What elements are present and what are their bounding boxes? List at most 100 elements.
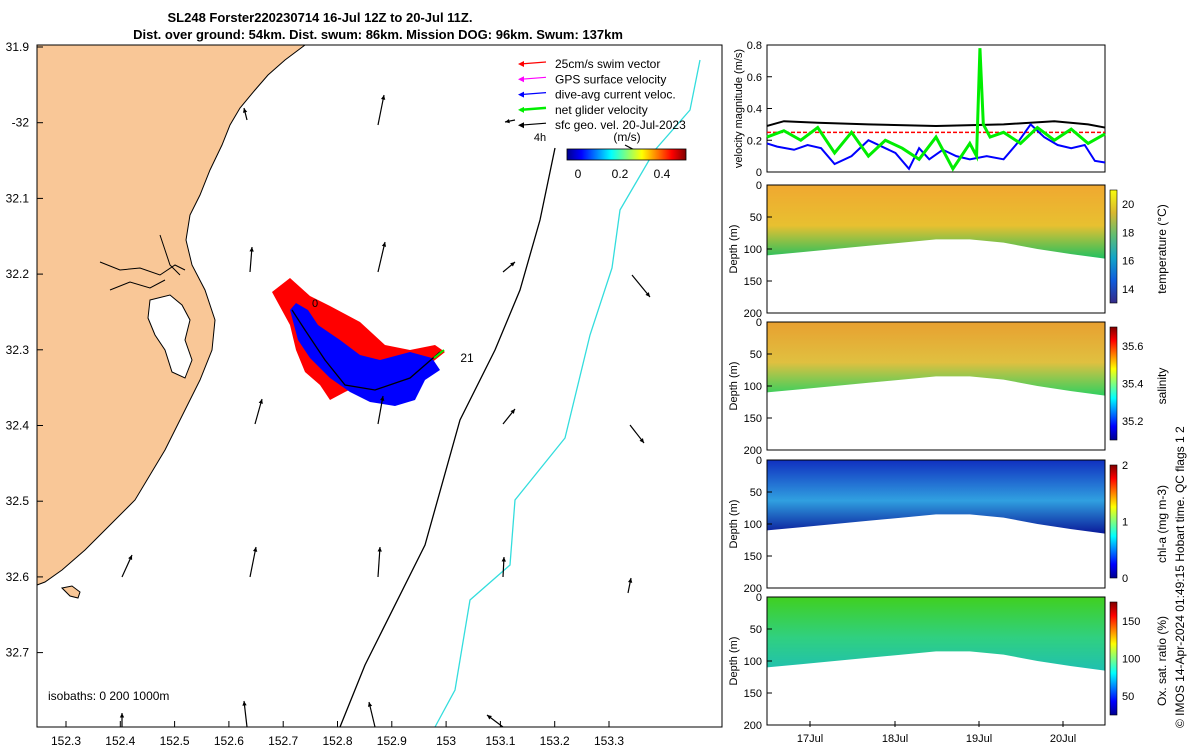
heatmap-colorbar <box>1109 189 1118 304</box>
legend-label: dive-avg current veloc. <box>555 88 676 102</box>
heatmap-panel: 0 50 100 150 200 Depth (m) 50 100 150 Ox. sat. ra… <box>728 592 1169 732</box>
lon-tick-label: 152.8 <box>322 734 352 748</box>
depth-ylabel: Depth (m) <box>728 362 740 411</box>
velocity-series-line <box>766 120 1106 129</box>
heatmap-panel: 0 50 100 150 200 Depth (m) 35.2 35.4 35.6 salinit… <box>728 317 1169 457</box>
depth-tick: 200 <box>744 308 762 320</box>
lon-tick-label: 152.3 <box>51 734 81 748</box>
lat-tick-label: 31.9 <box>6 40 30 54</box>
lat-tick-label: 32.5 <box>6 494 30 508</box>
time-tick-label: 17Jul <box>797 733 823 745</box>
colorbar-unit: (m/s) <box>613 130 640 144</box>
velocity-ytick: 0.6 <box>747 72 762 84</box>
depth-ylabel: Depth (m) <box>728 637 740 686</box>
map-axis-ticks: 152.3 152.4 152.5 152.6 152.7 152.8 152.9 153 15… <box>6 40 625 748</box>
heatmap-data <box>767 185 1105 259</box>
colorbar-label: Ox. sat. ratio (%) <box>1155 616 1169 706</box>
geo-arrow-head <box>627 578 633 583</box>
heatmap-data <box>767 460 1105 534</box>
end-marker: 21 <box>460 351 474 365</box>
lon-tick-label: 152.9 <box>377 734 407 748</box>
geo-arrow-head <box>510 262 515 267</box>
depth-tick: 50 <box>750 212 762 224</box>
colorbar-label: chl-a (mg m-3) <box>1155 485 1169 563</box>
colorbar-tick: 2 <box>1122 460 1128 472</box>
legend-swatch <box>519 61 547 65</box>
lon-tick-label: 152.5 <box>160 734 190 748</box>
geo-arrow-head <box>119 713 125 718</box>
depth-tick: 0 <box>756 317 762 329</box>
geo-arrow <box>377 546 381 578</box>
heatmap-colorbar <box>1109 326 1118 441</box>
legend-label: sfc geo. vel. 20-Jul-2023 <box>555 118 686 132</box>
velocity-series-line <box>766 48 1106 172</box>
colorbar-tick: 0 <box>1122 573 1128 585</box>
copyright-note: © IMOS 14-Apr-2024 01:49:15 Hobart time.… <box>1173 426 1187 728</box>
title-line1: SL248 Forster220230714 16-Jul 12Z to 20-… <box>168 10 473 25</box>
geo-arrow-head <box>242 108 248 113</box>
geo-arrow-head <box>639 438 644 443</box>
heatmap-panel: 0 50 100 150 200 Depth (m) 0 1 2 chl-a (mg m-3) <box>728 455 1169 595</box>
geo-arrow-head <box>128 555 133 560</box>
colorbar-tick-0: 0 <box>575 167 582 181</box>
colorbar-tick: 1 <box>1122 517 1128 529</box>
depth-ylabel: Depth (m) <box>728 225 740 274</box>
heatmap-data <box>767 597 1105 671</box>
glider-track <box>291 309 441 391</box>
geo-arrow <box>631 274 651 298</box>
depth-tick: 100 <box>744 381 762 393</box>
depth-tick: 150 <box>744 413 762 425</box>
time-axis: 17Jul 18Jul 19Jul 20Jul <box>797 721 1076 745</box>
isobaths-label: isobaths: 0 200 1000m <box>48 689 169 703</box>
geo-arrow-head <box>252 547 258 552</box>
lat-tick-label: 32.6 <box>6 570 30 584</box>
geo-arrow-head <box>367 702 373 707</box>
lat-tick-label: 32.2 <box>6 267 30 281</box>
lat-tick-label: 32.4 <box>6 419 30 433</box>
depth-tick: 150 <box>744 551 762 563</box>
colorbar-tick: 35.4 <box>1122 379 1143 391</box>
lake <box>147 294 193 379</box>
colorbar-label: salinity <box>1155 368 1169 405</box>
depth-tick: 50 <box>750 349 762 361</box>
colorbar-tick: 14 <box>1122 284 1134 296</box>
colorbar-tick: 20 <box>1122 199 1134 211</box>
lat-tick-label: 32.7 <box>6 646 30 660</box>
lon-tick-label: 153.2 <box>540 734 570 748</box>
depth-tick: 200 <box>744 720 762 732</box>
geo-arrow-head <box>380 396 385 401</box>
lon-tick-label: 152.6 <box>214 734 244 748</box>
heatmap-colorbar <box>1109 464 1118 579</box>
lon-tick-label: 153 <box>436 734 456 748</box>
colorbar-tick-1: 0.2 <box>612 167 629 181</box>
depth-tick: 150 <box>744 276 762 288</box>
velocity-ytick: 0.4 <box>747 104 762 116</box>
depth-tick: 0 <box>756 592 762 604</box>
colorbar-tick: 35.2 <box>1122 416 1143 428</box>
depth-tick: 100 <box>744 656 762 668</box>
depth-tick: 150 <box>744 688 762 700</box>
geo-arrow-head <box>487 715 492 720</box>
estuary <box>99 234 186 291</box>
colorbar-tick: 16 <box>1122 256 1134 268</box>
geo-arrow-head <box>242 701 247 706</box>
geo-arrow-head <box>645 292 650 297</box>
isobath-200m <box>339 147 556 728</box>
geo-arrow-head <box>505 118 510 124</box>
velocity-ytick: 0 <box>756 167 762 179</box>
depth-tick: 0 <box>756 455 762 467</box>
geostrophic-arrows <box>119 94 651 728</box>
depth-tick: 200 <box>744 583 762 595</box>
velocity-colorbar: 0 0.2 0.4 (m/s) 4h <box>534 130 687 181</box>
colorbar-label: temperature (°C) <box>1155 204 1169 294</box>
depth-tick: 50 <box>750 624 762 636</box>
start-marker: 0 <box>312 298 318 310</box>
velocity-ytick: 0.8 <box>747 40 762 52</box>
depth-tick: 100 <box>744 244 762 256</box>
lat-tick-label: 32.1 <box>6 191 30 205</box>
heatmap-data <box>767 322 1105 396</box>
